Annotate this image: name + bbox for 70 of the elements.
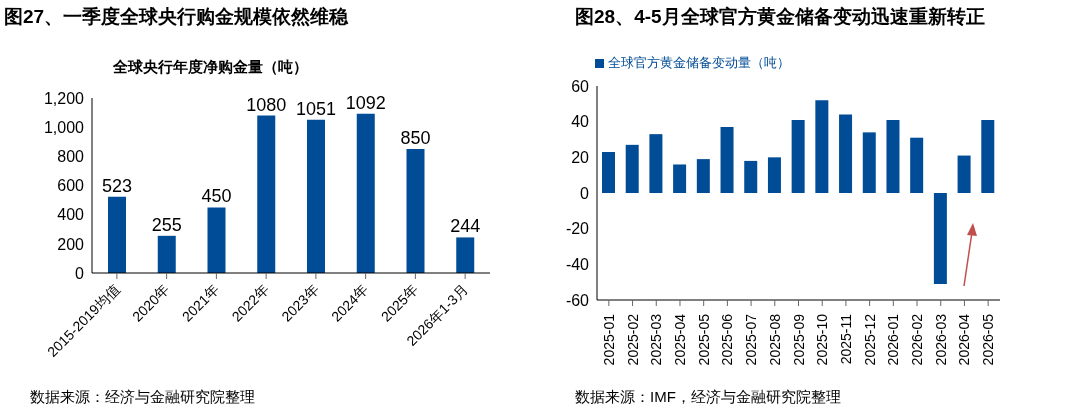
- y-tick-label: 200: [57, 235, 85, 253]
- bar: [839, 114, 853, 193]
- bar: [602, 151, 615, 193]
- x-tick-label: 2025-01: [600, 313, 617, 366]
- bar: [767, 157, 781, 193]
- x-tick-label: 2025-08: [766, 313, 783, 366]
- x-tick-label: 2025-05: [695, 313, 712, 366]
- data-label: 450: [201, 186, 232, 207]
- source-note: 数据来源：IMF，经济与金融研究院整理: [575, 388, 841, 407]
- bar: [207, 207, 226, 273]
- y-tick-label: 800: [57, 148, 85, 166]
- x-tick-label: 2025-06: [719, 313, 736, 366]
- x-tick-label: 2025-02: [624, 313, 641, 366]
- data-label: 850: [400, 128, 431, 149]
- bar: [862, 132, 876, 193]
- y-tick-label: 600: [57, 177, 85, 195]
- y-tick-label: 0: [75, 264, 85, 282]
- bar: [356, 113, 375, 273]
- y-tick-label: 0: [580, 184, 590, 202]
- bar: [981, 119, 995, 193]
- data-label: 1051: [295, 98, 337, 119]
- x-tick-label: 2026-03: [932, 313, 949, 366]
- bar: [307, 119, 325, 273]
- x-tick-label: 2026-05: [980, 313, 997, 366]
- bar: [157, 235, 176, 273]
- bar: [257, 115, 276, 273]
- bar: [815, 100, 829, 193]
- y-tick-label: 60: [571, 77, 590, 95]
- x-tick-label: 2026-01: [885, 313, 902, 366]
- x-tick-label: 2025-10: [814, 313, 831, 366]
- x-tick-label: 2025-03: [648, 313, 665, 366]
- bar: [456, 237, 475, 273]
- y-tick-label: 400: [57, 206, 85, 224]
- chart-title: 图27、一季度全球央行购金规模依然维稳: [4, 5, 349, 29]
- bar: [886, 119, 900, 193]
- bar: [406, 149, 425, 273]
- bar: [673, 164, 687, 193]
- y-tick-label: 40: [571, 113, 590, 131]
- y-tick-label: 1,200: [43, 89, 85, 107]
- x-tick-label: 2025-07: [743, 313, 760, 366]
- x-tick-label: 2026-04: [956, 313, 973, 366]
- bar: [649, 134, 663, 193]
- bar: [625, 144, 639, 193]
- x-tick-label: 2025-09: [790, 313, 807, 366]
- bar: [108, 196, 126, 273]
- bar: [957, 155, 971, 193]
- x-tick-label: 2025-12: [861, 313, 878, 366]
- bar: [933, 193, 947, 284]
- chart-subtitle: 全球央行年度净购金量（吨）: [111, 58, 309, 77]
- legend-label: 全球官方黄金储备变动量（吨）: [608, 55, 790, 70]
- y-tick-label: -40: [565, 256, 590, 274]
- x-tick-label: 2025-04: [671, 313, 688, 366]
- y-tick-label: -20: [565, 220, 590, 238]
- data-label: 1092: [345, 92, 386, 113]
- y-tick-label: 1,000: [43, 118, 85, 136]
- bar: [744, 160, 758, 193]
- bar: [910, 137, 924, 193]
- x-tick-label: 2026-02: [909, 313, 926, 366]
- x-tick-label: 2025-11: [837, 313, 854, 365]
- data-label: 244: [450, 216, 481, 237]
- source-note: 数据来源：经济与金融研究院整理: [30, 388, 255, 407]
- bar: [720, 127, 734, 193]
- bar: [696, 159, 710, 193]
- chart-title: 图28、4-5月全球官方黄金储备变动迅速重新转正: [575, 5, 985, 29]
- data-label: 255: [151, 214, 182, 235]
- bar: [791, 119, 805, 193]
- data-label: 523: [101, 175, 133, 196]
- data-label: 1080: [246, 94, 287, 115]
- y-tick-label: -60: [565, 291, 590, 309]
- y-tick-label: 20: [571, 149, 590, 167]
